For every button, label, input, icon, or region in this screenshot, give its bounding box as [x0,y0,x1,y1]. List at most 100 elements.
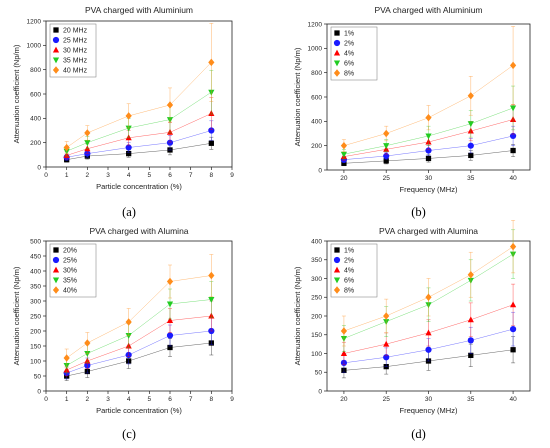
data-point [467,271,474,279]
legend-label: 25 MHz [63,38,88,45]
x-tick-label: 8 [210,172,214,179]
data-point [166,301,174,308]
series-0 [341,144,516,167]
data-point [383,340,390,347]
y-tick-label: 300 [30,298,41,305]
legend-marker [333,277,341,284]
x-tick-label: 3 [106,172,110,179]
chart-title: PVA charged with Alumina [379,226,478,236]
y-tick-label: 250 [30,313,41,320]
legend-marker [334,30,340,36]
data-point [167,344,173,351]
chart-title: PVA charged with Aluminium [374,5,482,15]
y-tick-label: 500 [30,238,41,245]
data-point [383,312,390,320]
x-tick-label: 1 [65,172,69,179]
x-tick-label: 40 [509,175,517,182]
legend-label: 40% [63,288,77,295]
legend-label: 1% [344,31,354,38]
data-point [383,354,390,361]
y-tick-label: 100 [311,351,322,358]
data-point [166,277,174,286]
data-point [383,143,390,150]
y-tick-label: 600 [30,91,41,98]
data-point [510,147,516,154]
data-point [84,129,91,137]
legend-marker [333,49,341,56]
data-point [84,351,91,357]
panel-caption: (b) [411,205,426,219]
y-tick-label: 200 [311,143,322,150]
data-point [340,350,348,356]
y-tick-label: 600 [311,94,322,101]
y-tick-label: 400 [311,119,322,126]
y-tick-label: 400 [311,238,322,245]
data-point [166,101,174,109]
legend: 1% 2% 4% 6% 8% [330,26,378,81]
legend-marker [333,286,341,294]
legend: 1% 2% 4% 6% 8% [330,243,378,298]
y-tick-label: 350 [311,257,322,264]
x-tick-label: 5 [148,396,152,403]
y-tick-label: 250 [311,295,322,302]
data-point [509,61,517,70]
x-tick-label: 0 [44,396,48,403]
data-point [425,133,432,140]
legend-marker [333,60,341,67]
panel-caption: (d) [411,427,426,441]
x-tick-label: 40 [509,396,517,403]
y-tick-label: 0 [37,164,41,171]
legend-marker [52,286,60,294]
y-axis-label: Attenuation coefficient (Np/m) [12,44,21,143]
data-point [467,316,474,323]
data-point [467,142,474,149]
data-point [341,160,347,166]
legend-marker [334,247,340,253]
data-point [425,155,432,162]
y-tick-label: 1200 [308,21,323,28]
x-tick-label: 20 [340,396,348,403]
legend-label: 4% [344,51,354,58]
panel-caption: (c) [122,427,136,441]
legend-marker [52,36,60,44]
series-4 [63,23,215,154]
legend-label: 2% [344,41,354,48]
data-point [425,329,432,336]
data-point [425,113,432,122]
x-tick-label: 8 [210,396,214,403]
x-tick-label: 4 [127,172,131,179]
data-point [125,333,132,339]
x-tick-label: 5 [148,172,152,179]
chart-title: PVA charged with Alumina [89,226,188,236]
data-point [467,121,474,128]
legend-label: 25% [63,258,77,265]
y-tick-label: 0 [318,388,322,395]
chart-panel-a: PVA charged with Aluminium 0 1 2 3 4 5 6 7 8 9 0 200… [12,5,234,219]
data-point [84,140,91,147]
legend: 20% 25% 30% 35% 40% [49,243,97,298]
x-tick-label: 20 [340,175,348,182]
y-axis-label: Attenuation coefficient (Np/m) [293,47,302,146]
legend: 20 MHz 25 MHz 30 MHz 35 MHz 40 MHz [49,23,97,78]
y-tick-label: 800 [30,67,41,74]
series-4 [63,254,215,368]
legend-marker [53,27,59,33]
data-point [84,339,91,347]
x-tick-label: 0 [44,172,48,179]
data-point [425,346,432,353]
legend-label: 8% [344,71,354,78]
legend-marker [52,277,60,284]
x-tick-label: 3 [106,396,110,403]
legend-label: 40 MHz [63,68,88,75]
x-axis-label: Frequency (MHz) [400,406,458,415]
series-2 [63,97,215,160]
x-tick-label: 7 [189,396,193,403]
legend-marker [52,256,60,264]
series-4 [340,220,517,347]
x-tick-label: 7 [189,172,193,179]
data-point [383,129,390,138]
legend-label: 35% [63,278,77,285]
x-tick-label: 2 [86,396,90,403]
